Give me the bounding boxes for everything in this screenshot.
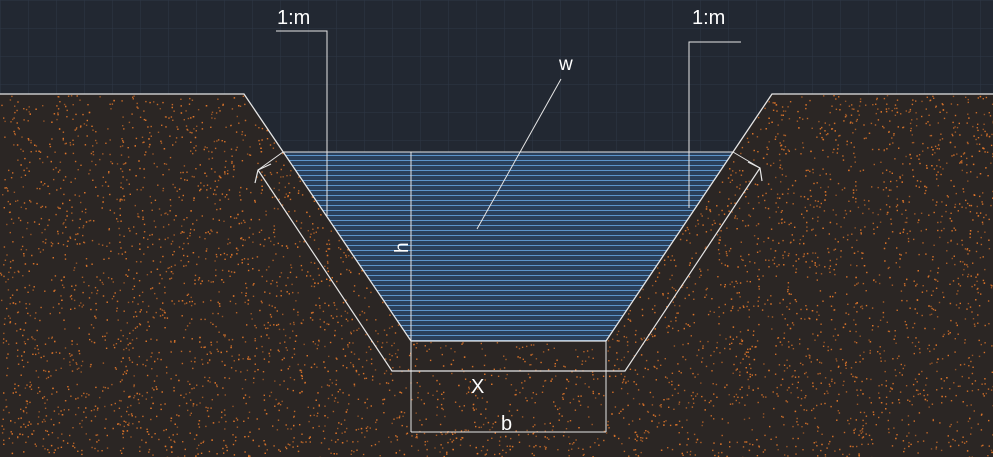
soil-speckles [0,95,993,457]
bottom-width-label: b [501,413,512,435]
soil-body [0,94,993,457]
ground-outline [0,93,993,342]
perimeter-tick-left [257,151,284,171]
wetted-perimeter-line [257,167,761,372]
slope-leader-left [276,30,328,216]
perimeter-tick-right [732,151,761,169]
depth-label: h [392,242,413,253]
water-leader-line [476,78,562,230]
water-body [283,152,733,341]
slope-label-left: 1:m [277,7,310,29]
water-label: w [558,54,573,75]
wetted-perimeter-label: X [471,376,484,398]
slope-label-right: 1:m [692,7,725,29]
slope-leader-right [688,41,741,208]
